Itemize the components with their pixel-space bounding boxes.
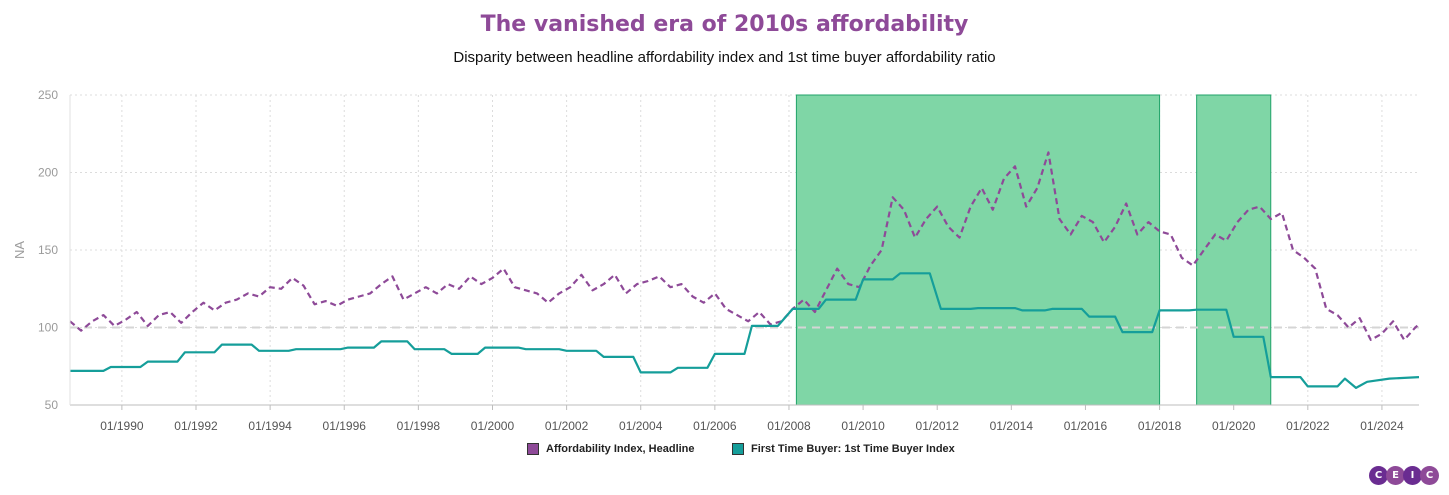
x-tick-label: 01/2018	[1138, 419, 1182, 433]
x-tick-label: 01/2010	[841, 419, 885, 433]
y-tick-label: 150	[38, 243, 58, 257]
y-tick-label: 100	[38, 321, 58, 335]
x-tick-label: 01/1992	[174, 419, 218, 433]
series-line-first-time-buyer	[70, 272, 1420, 389]
shaded-regions	[795, 94, 1272, 406]
x-tick-label: 01/2002	[545, 419, 589, 433]
x-tick-label: 01/1994	[248, 419, 292, 433]
x-tick-label: 01/2012	[916, 419, 960, 433]
x-tick-label: 01/2014	[990, 419, 1034, 433]
x-tick-label: 01/2004	[619, 419, 663, 433]
x-tick-label: 01/1990	[100, 419, 144, 433]
x-tick-label: 01/2006	[693, 419, 737, 433]
legend-label-first-time-buyer: First Time Buyer: 1st Time Buyer Index	[751, 443, 955, 455]
y-tick-label: 200	[38, 166, 58, 180]
legend-swatch-headline	[527, 443, 539, 455]
x-tick-label: 01/2024	[1360, 419, 1404, 433]
y-tick-label: 50	[45, 398, 59, 412]
series-line-headline	[69, 151, 1420, 341]
series-lines	[69, 151, 1420, 389]
shaded-region	[795, 94, 1161, 406]
legend-item-first-time-buyer[interactable]: First Time Buyer: 1st Time Buyer Index	[732, 443, 955, 455]
logo-letter: C	[1369, 466, 1388, 485]
x-tick-label: 01/1998	[397, 419, 441, 433]
x-tick-label: 01/2000	[471, 419, 515, 433]
chart-subtitle: Disparity between headline affordability…	[453, 49, 996, 66]
y-tick-label: 250	[38, 88, 58, 102]
x-tick-label: 01/2020	[1212, 419, 1256, 433]
logo-letter: E	[1386, 466, 1405, 485]
legend-label-headline: Affordability Index, Headline	[546, 443, 695, 455]
legend-item-headline[interactable]: Affordability Index, Headline	[527, 443, 695, 455]
shaded-region	[1196, 94, 1272, 406]
legend-swatch-first-time-buyer	[732, 443, 744, 455]
y-axis-label: NA	[12, 241, 27, 259]
logo-letter: C	[1420, 466, 1439, 485]
chart-title: The vanished era of 2010s affordability	[480, 12, 969, 37]
logo-letter: I	[1403, 466, 1422, 485]
legend: Affordability Index, Headline First Time…	[0, 443, 1449, 461]
x-tick-label: 01/2022	[1286, 419, 1330, 433]
x-tick-label: 01/2016	[1064, 419, 1108, 433]
x-tick-label: 01/1996	[323, 419, 367, 433]
axes: 50 100 150 200 250 01/1990 01/1992 01/1994 01/19…	[12, 88, 1419, 433]
x-tick-label: 01/2008	[767, 419, 811, 433]
